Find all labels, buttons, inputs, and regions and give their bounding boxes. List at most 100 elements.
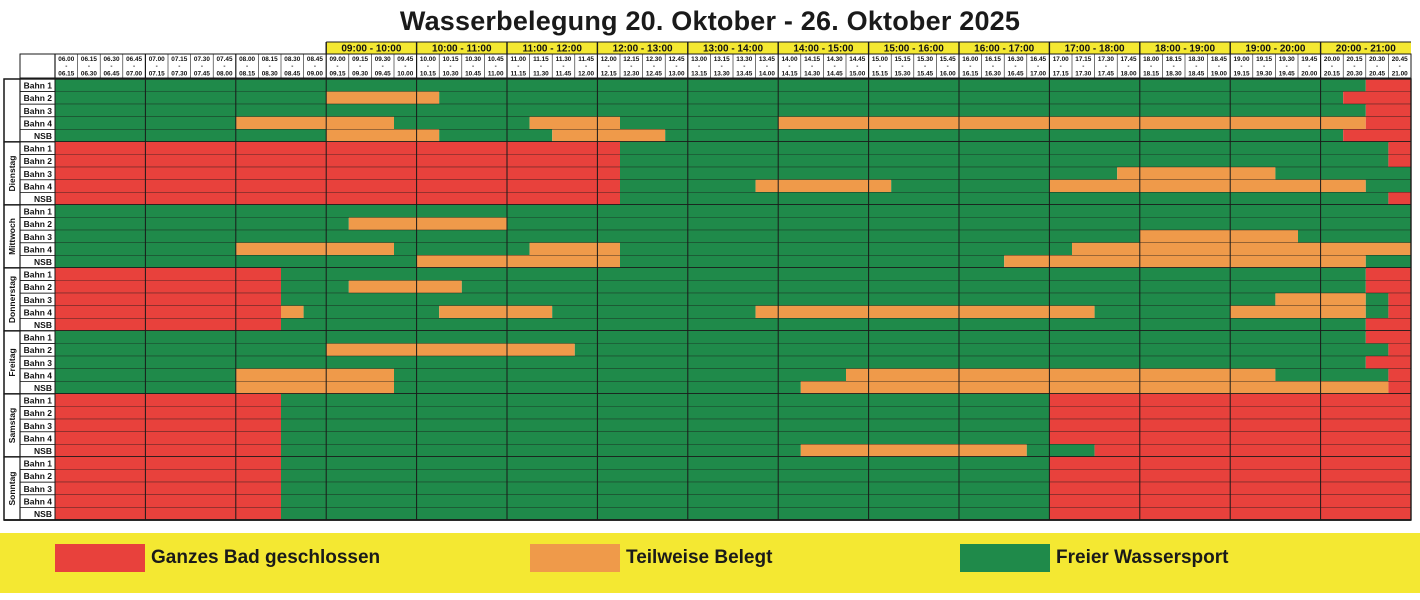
slot-dash: - (1150, 63, 1152, 70)
slot-dash: - (675, 63, 677, 70)
slot-start-label: 14.30 (827, 56, 843, 63)
slot-end-label: 06.45 (104, 71, 120, 78)
slot-end-label: 18.30 (1166, 71, 1182, 78)
slot-segment (55, 91, 327, 105)
slot-segment (439, 305, 553, 319)
slot-segment (1388, 305, 1411, 319)
slot-start-label: 17.00 (1053, 56, 1069, 63)
hour-header-label: 10:00 - 11:00 (432, 44, 492, 55)
slot-segment (1388, 192, 1411, 205)
slot-end-label: 07.45 (194, 71, 210, 78)
slot-segment (55, 205, 1411, 218)
slot-segment (1094, 305, 1231, 319)
slot-dash: - (698, 63, 700, 70)
lane-label: Bahn 1 (24, 144, 53, 154)
slot-segment (55, 457, 281, 470)
slot-segment (394, 116, 530, 130)
slot-end-label: 18.45 (1188, 71, 1204, 78)
slot-start-label: 12.00 (601, 56, 617, 63)
slot-segment (326, 91, 440, 105)
day-label: Dienstag (7, 156, 17, 192)
slot-segment (55, 293, 281, 306)
slot-segment (55, 318, 281, 331)
slot-segment (800, 444, 1027, 457)
lane-label: NSB (34, 509, 52, 519)
slot-dash: - (879, 63, 881, 70)
slot-segment (55, 154, 620, 168)
lane-label: Bahn 2 (24, 471, 53, 481)
slot-segment (529, 116, 620, 130)
slot-end-label: 10.15 (420, 71, 436, 78)
slot-segment (281, 457, 1050, 470)
slot-segment (281, 431, 1050, 445)
slot-segment (1365, 104, 1411, 117)
page-title: Wasserbelegung 20. Oktober - 26. Oktober… (399, 6, 1021, 36)
slot-segment (778, 116, 1366, 130)
slot-segment (394, 242, 530, 256)
lane-label: Bahn 4 (24, 181, 53, 191)
slot-end-label: 13.15 (691, 71, 707, 78)
slot-dash: - (1376, 63, 1378, 70)
slot-end-label: 12.00 (578, 71, 594, 78)
slot-end-label: 14.15 (782, 71, 798, 78)
slot-end-label: 16.00 (940, 71, 956, 78)
slot-segment (552, 305, 756, 319)
slot-segment (55, 494, 281, 508)
hour-header-label: 11:00 - 12:00 (522, 44, 582, 55)
slot-segment (620, 192, 1389, 205)
slot-dash: - (88, 63, 90, 70)
slot-end-label: 09.30 (352, 71, 368, 78)
slot-start-label: 18.45 (1211, 56, 1227, 63)
slot-segment (55, 217, 349, 231)
slot-dash: - (1353, 63, 1355, 70)
slot-end-label: 10.45 (465, 71, 481, 78)
slot-end-label: 08.30 (262, 71, 278, 78)
lane-label: Bahn 1 (24, 459, 53, 469)
slot-dash: - (495, 63, 497, 70)
lane-label: Bahn 1 (24, 207, 53, 217)
slot-dash: - (201, 63, 203, 70)
slot-dash: - (608, 63, 610, 70)
slot-segment (55, 79, 1366, 92)
slot-end-label: 14.30 (804, 71, 820, 78)
slot-header-band (19, 53, 1412, 79)
slot-segment (1365, 293, 1389, 306)
slot-start-label: 19.30 (1279, 56, 1295, 63)
slot-end-label: 14.45 (827, 71, 843, 78)
slot-segment (55, 394, 281, 407)
slot-segment (55, 268, 281, 281)
slot-segment (755, 179, 892, 193)
slot-end-label: 19.15 (1234, 71, 1250, 78)
slot-segment (529, 242, 620, 256)
slot-segment (235, 242, 394, 256)
slot-end-label: 13.30 (714, 71, 730, 78)
slot-segment (281, 268, 1366, 281)
slot-segment (755, 305, 1095, 319)
slot-dash: - (382, 63, 384, 70)
slot-start-label: 07.00 (149, 56, 165, 63)
slot-end-label: 08.15 (239, 71, 255, 78)
slot-segment (281, 444, 801, 457)
slot-dash: - (834, 63, 836, 70)
slot-start-label: 13.15 (714, 56, 730, 63)
slot-start-label: 07.15 (171, 56, 187, 63)
slot-start-label: 12.15 (623, 56, 639, 63)
slot-end-label: 14.00 (759, 71, 775, 78)
slot-end-label: 10.30 (443, 71, 459, 78)
slot-start-label: 08.15 (262, 56, 278, 63)
slot-end-label: 15.30 (895, 71, 911, 78)
day-label: Sonntag (7, 472, 17, 506)
lane-label: Bahn 3 (24, 232, 53, 242)
slot-dash: - (766, 63, 768, 70)
slot-segment (1343, 129, 1411, 142)
slot-start-label: 10.30 (465, 56, 481, 63)
slot-segment (1275, 167, 1411, 180)
slot-dash: - (359, 63, 361, 70)
slot-segment (1388, 343, 1411, 357)
slot-start-label: 09.30 (375, 56, 391, 63)
lane-label: Bahn 2 (24, 156, 53, 166)
slot-segment (235, 116, 394, 130)
schedule-grid: 09:00 - 10:00 10:00 - 11:00 11:00 - 12:00 1… (3, 41, 1412, 521)
lane-label: NSB (34, 194, 52, 204)
slot-segment (55, 104, 1366, 117)
